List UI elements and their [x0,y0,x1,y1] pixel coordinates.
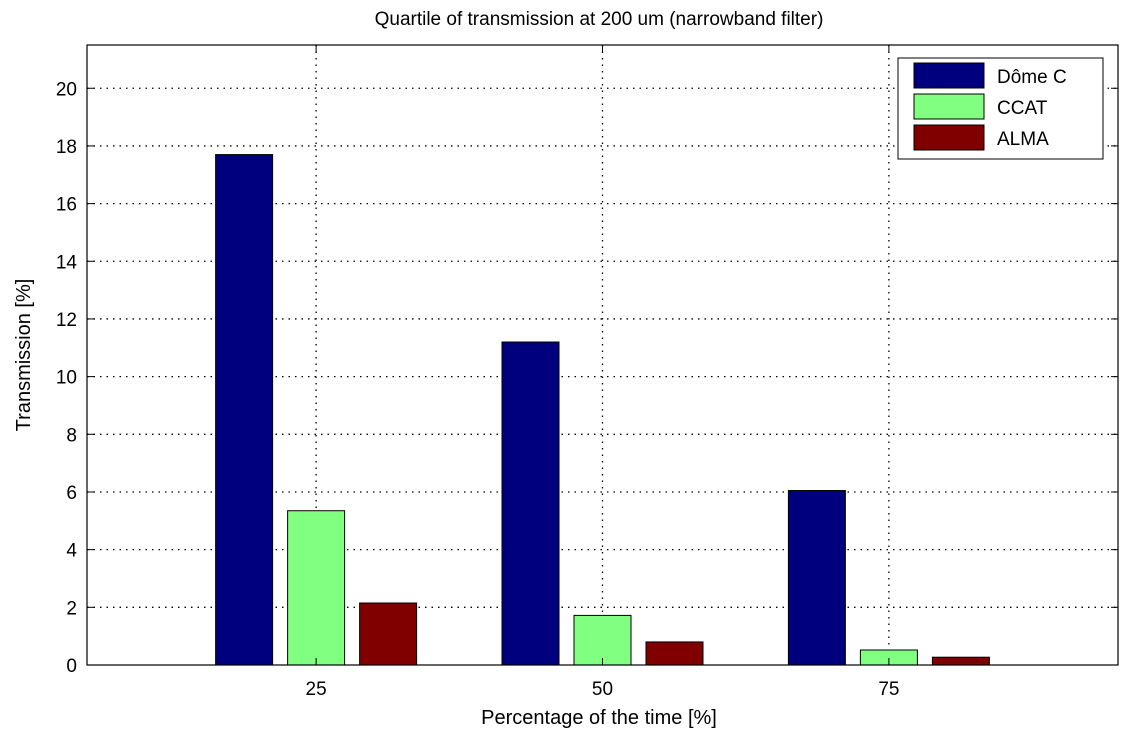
bar-alma-50 [645,641,704,666]
y-tick-label: 4 [66,541,77,562]
legend-label: Dôme C [997,67,1067,88]
y-tick-label: 18 [56,137,77,158]
y-tick-label: 14 [56,252,78,273]
bars [215,154,990,666]
y-axis-title: Transmission [%] [13,279,35,432]
y-tick-label: 8 [66,425,77,446]
y-tick-label: 12 [56,310,77,331]
legend-label: CCAT [997,98,1048,119]
bar-alma-75 [931,656,990,666]
x-tick-label: 50 [592,679,613,700]
x-tick-label: 75 [878,679,899,700]
bar-d-me-c-25 [215,154,274,666]
y-tick-label: 10 [56,368,77,389]
bar-d-me-c-50 [501,341,560,666]
y-tick-label: 20 [56,79,77,100]
bar-ccat-50 [573,614,632,666]
legend-swatch [913,93,985,120]
x-axis-title: Percentage of the time [%] [481,707,717,729]
bar-d-me-c-75 [787,490,846,666]
y-tick-label: 16 [56,195,77,216]
legend: Dôme C CCAT ALMA [897,57,1104,160]
x-tick-labels: 25 50 75 [306,679,900,700]
legend-swatch [913,62,985,89]
y-tick-label: 0 [66,656,77,677]
bar-ccat-25 [287,510,346,666]
y-tick-label: 6 [66,483,77,504]
legend-swatch [913,124,985,151]
y-tick-label: 2 [66,598,77,619]
bar-alma-25 [359,602,418,666]
chart-title: Quartile of transmission at 200 um (narr… [375,9,824,30]
axis-ticks [87,45,1118,666]
y-tick-labels: 0 2 4 6 8 10 12 14 16 18 20 [56,79,78,677]
legend-label: ALMA [997,129,1049,150]
x-tick-label: 25 [306,679,327,700]
